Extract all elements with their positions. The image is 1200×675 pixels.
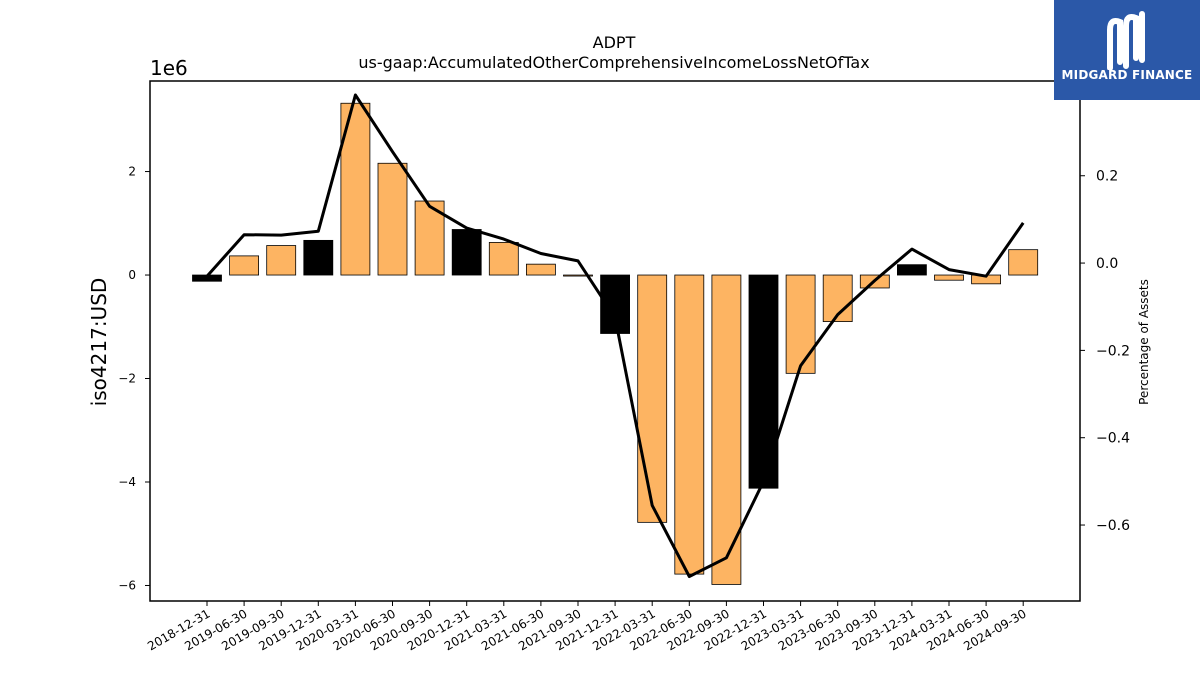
- plot-frame: [149, 80, 1081, 602]
- logo-mark-icon: [1107, 11, 1145, 70]
- y-offset-label: 1e6: [150, 56, 188, 80]
- y2-tick-label: −0.2: [1096, 343, 1130, 359]
- y-tick-label: −4: [118, 475, 136, 489]
- bar-2022-06-30: [674, 274, 705, 575]
- bar-2019-12-31: [303, 239, 334, 276]
- bar-2023-12-31: [897, 264, 927, 276]
- bar-2023-06-30: [822, 274, 853, 322]
- y2-axis-label: Percentage of Assets: [1137, 279, 1151, 405]
- y2-tick-label: 0.0: [1096, 256, 1118, 272]
- bar-2019-09-30: [266, 245, 297, 276]
- bar-2020-06-30: [377, 162, 408, 276]
- bar-2021-09-30: [563, 274, 593, 277]
- y2-tick-label: −0.4: [1096, 431, 1130, 447]
- bar-2019-06-30: [229, 255, 260, 276]
- bar-2023-03-31: [785, 274, 816, 374]
- bar-2022-03-31: [637, 274, 668, 523]
- bar-2021-03-31: [488, 242, 519, 276]
- y2-tick-label: 0.2: [1096, 169, 1118, 185]
- chart-title: ADPT: [593, 33, 636, 52]
- y-axis-label: iso4217:USD: [87, 278, 111, 407]
- chart-subtitle: us-gaap:AccumulatedOtherComprehensiveInc…: [358, 53, 869, 72]
- bar-2021-06-30: [526, 263, 556, 276]
- y-tick-label: −2: [118, 372, 136, 386]
- y2-tick-label: −0.6: [1096, 518, 1130, 534]
- midgard-finance-logo: MIDGARD FINANCE: [1054, 0, 1200, 100]
- bar-2024-09-30: [1008, 249, 1039, 276]
- bar-2020-12-31: [451, 229, 482, 276]
- y-tick-label: 0: [128, 268, 136, 282]
- bar-2022-12-31: [748, 274, 779, 489]
- percentage-of-assets-line: [205, 93, 1025, 578]
- y-tick-label: −6: [118, 578, 136, 592]
- bar-2024-03-31: [934, 274, 964, 281]
- logo-text: MIDGARD FINANCE: [1061, 68, 1193, 82]
- bar-2022-09-30: [711, 274, 742, 585]
- y-tick-label: 2: [128, 165, 136, 179]
